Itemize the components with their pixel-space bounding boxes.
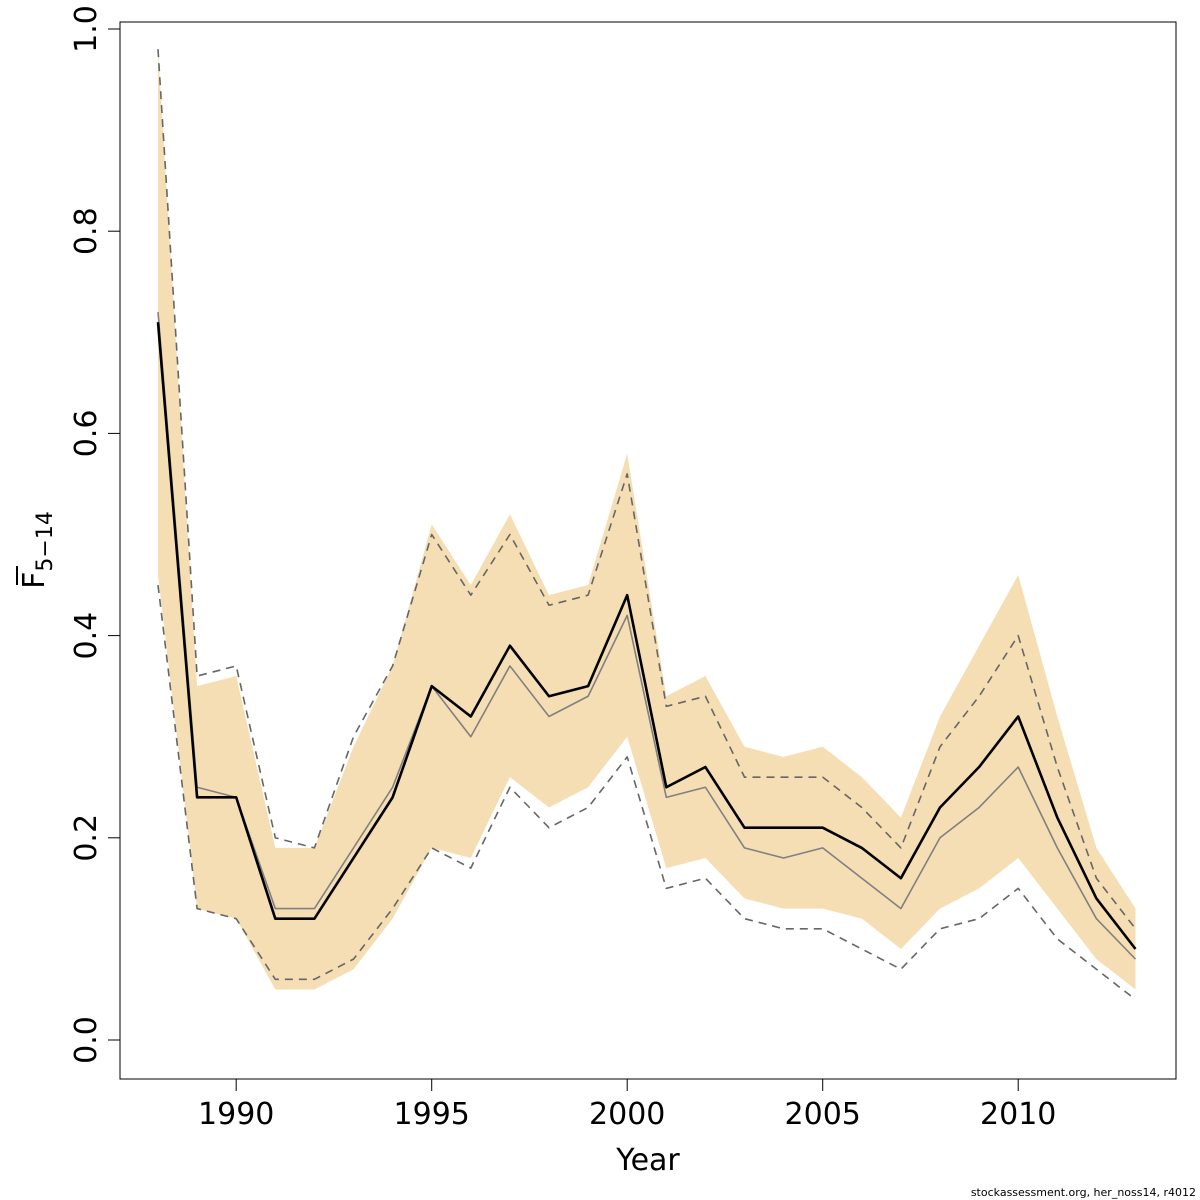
x-tick-label-2005: 2005 xyxy=(785,1097,861,1132)
y-axis-title: F5−14 xyxy=(16,511,58,589)
x-axis: 1990 1995 2000 2005 2010 xyxy=(198,1079,1056,1132)
footer-credit: stockassessment.org, her_noss14, r4012 xyxy=(971,1186,1196,1199)
series-line-solid-grey xyxy=(157,312,1137,960)
plot-frame xyxy=(119,21,1177,1080)
y-tick-label-3: 0.6 xyxy=(69,410,104,458)
y-tick-label-2: 0.4 xyxy=(69,612,104,660)
y-axis-title-main: F xyxy=(17,572,52,589)
series-line-dashed-lower xyxy=(157,584,1136,1001)
svg-text:F5−14: F5−14 xyxy=(17,511,58,589)
y-tick-label-4: 0.8 xyxy=(69,207,104,255)
series-line-solid-black xyxy=(156,322,1137,950)
y-tick-label-1: 0.2 xyxy=(69,814,104,862)
y-axis-title-subscript: 5−14 xyxy=(33,511,58,571)
y-tick-label-0: 0.0 xyxy=(69,1016,104,1064)
x-tick-label-2000: 2000 xyxy=(589,1097,665,1132)
series-line-dashed-upper xyxy=(157,49,1137,930)
x-axis-title: Year xyxy=(615,1143,680,1178)
series-layer xyxy=(156,49,1137,1001)
x-tick-label-2010: 2010 xyxy=(980,1097,1056,1132)
confidence-band-layer xyxy=(158,49,1136,990)
confidence-band xyxy=(158,49,1136,990)
x-tick-label-1995: 1995 xyxy=(394,1097,470,1132)
y-axis: 0.0 0.2 0.4 0.6 0.8 1.0 xyxy=(69,5,120,1064)
x-tick-label-1990: 1990 xyxy=(198,1097,274,1132)
y-tick-label-5: 1.0 xyxy=(69,5,104,53)
